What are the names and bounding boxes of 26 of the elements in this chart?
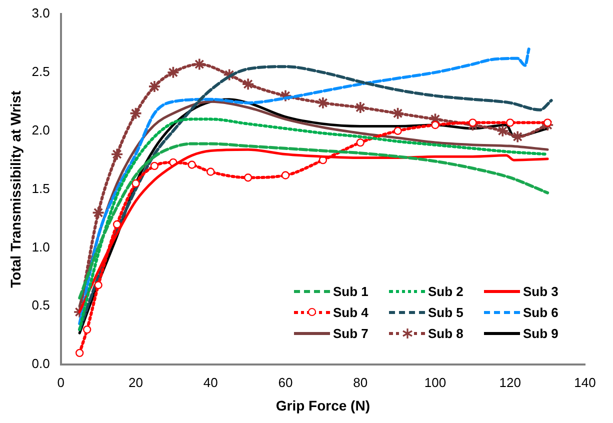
y-tick-label: 2.0 [32, 122, 50, 138]
x-tick-label: 20 [128, 374, 143, 390]
y-tick-label: 1.5 [32, 180, 50, 196]
x-tick-label: 80 [353, 374, 368, 390]
x-tick-label: 140 [574, 374, 596, 390]
legend-label: Sub 7 [333, 326, 368, 341]
y-axis-title: Total Transmissibility at Wrist [7, 90, 24, 288]
y-tick-label: 3.0 [32, 6, 50, 21]
legend-label: Sub 8 [428, 326, 464, 341]
legend-label: Sub 2 [428, 284, 464, 299]
legend-label: Sub 5 [428, 305, 464, 320]
y-tick-label: 0.5 [32, 298, 50, 313]
y-tick-label: 1.0 [32, 239, 50, 254]
x-tick-label: 60 [278, 374, 293, 390]
x-tick-label: 120 [499, 374, 521, 390]
legend-label: Sub 6 [523, 305, 558, 320]
y-tick-label: 2.5 [32, 64, 50, 80]
x-tick-label: 0 [57, 374, 64, 390]
legend-label: Sub 3 [523, 284, 558, 299]
legend-label: Sub 9 [523, 326, 558, 341]
x-axis-title: Grip Force (N) [276, 397, 370, 414]
x-tick-label: 100 [424, 374, 446, 390]
legend-label: Sub 4 [333, 305, 368, 320]
x-tick-label: 40 [203, 374, 218, 390]
y-tick-label: 0.0 [32, 356, 50, 372]
legend-label: Sub 1 [333, 284, 368, 299]
